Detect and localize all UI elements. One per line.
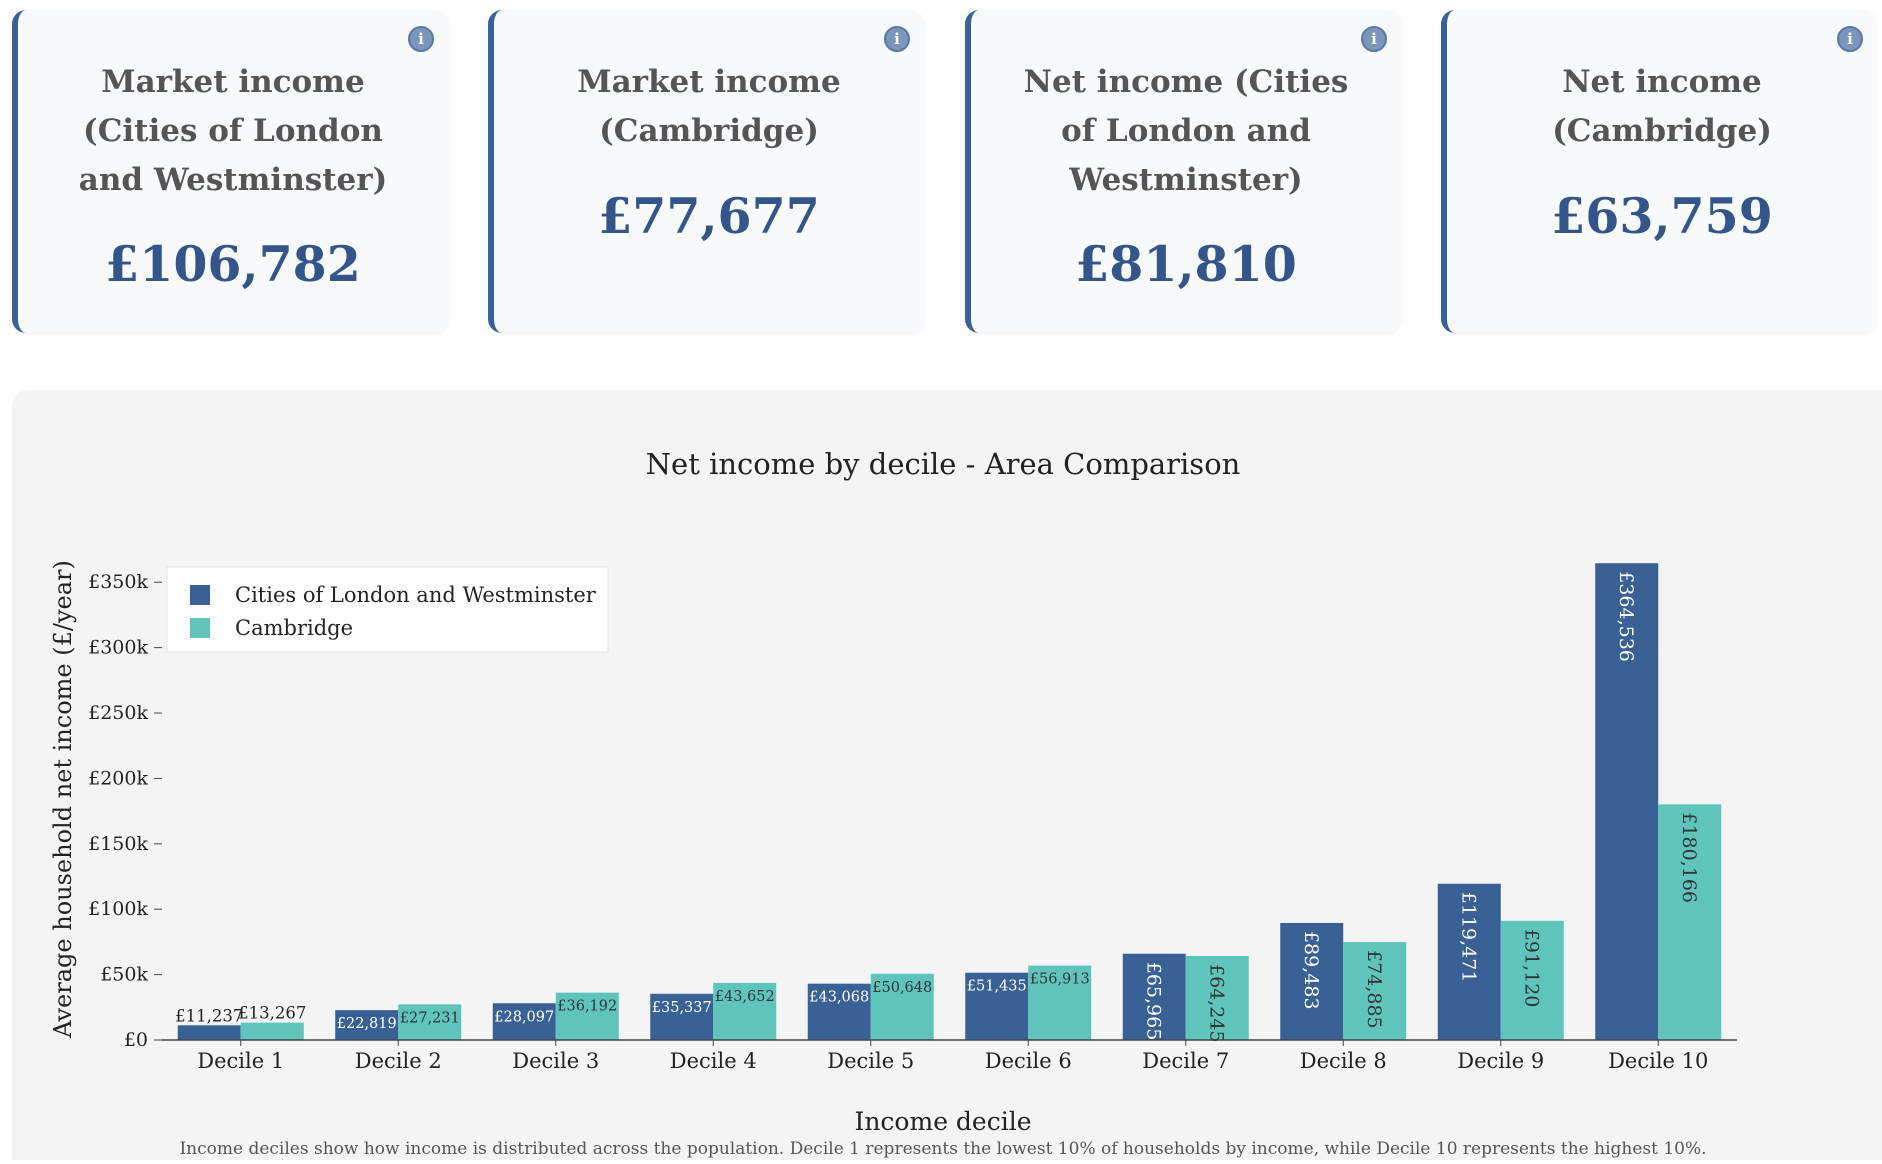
x-tick-label: Decile 9 <box>1457 1049 1544 1073</box>
x-tick-label: Decile 6 <box>985 1049 1072 1073</box>
chart-title: Net income by decile - Area Comparison <box>646 447 1241 481</box>
footnote: Income deciles show how income is distri… <box>179 1139 1706 1159</box>
bar-london-decile-9[interactable] <box>1437 883 1501 1040</box>
y-tick-label: £150k <box>88 833 148 855</box>
bar-london-decile-7[interactable] <box>1122 953 1186 1040</box>
info-icon[interactable]: i <box>884 26 910 52</box>
y-axis: £0 £50k £100k £150k £200k £250k £300k £350k <box>88 571 162 1051</box>
card-value: £81,810 <box>1075 235 1297 293</box>
bar-cambridge-decile-10[interactable] <box>1658 804 1722 1040</box>
bar-cambridge-decile-5[interactable] <box>870 973 934 1040</box>
summary-cards: i Market income (Cities of London and We… <box>0 0 1882 350</box>
card-value: £77,677 <box>598 187 820 245</box>
bar-value-label: £56,913 <box>1030 972 1090 988</box>
card-label: Net income (Cambridge) <box>1552 64 1772 149</box>
bar-london-decile-5[interactable] <box>807 983 871 1040</box>
bar-london-decile-10[interactable] <box>1595 563 1659 1040</box>
card-market-income-cambridge: i Market income (Cambridge) £77,677 <box>488 10 924 333</box>
legend-box <box>166 566 609 653</box>
bar-value-label: £91,120 <box>1520 929 1542 1008</box>
bar-value-label: £364,536 <box>1615 571 1637 662</box>
bar-cambridge-decile-4[interactable] <box>713 982 777 1040</box>
legend-swatch[interactable] <box>190 585 210 605</box>
x-tick-label: Decile 4 <box>670 1049 757 1073</box>
legend[interactable]: Cities of London and Westminster Cambridg… <box>166 566 609 653</box>
bar-value-label: £35,337 <box>652 1000 712 1016</box>
x-tick-label: Decile 10 <box>1608 1049 1708 1073</box>
legend-swatch[interactable] <box>190 618 210 638</box>
bar-cambridge-decile-8[interactable] <box>1343 942 1407 1040</box>
x-tick-label: Decile 1 <box>197 1049 284 1073</box>
x-tick-label: Decile 8 <box>1300 1049 1387 1073</box>
y-tick-label: £300k <box>88 637 148 659</box>
x-tick-label: Decile 3 <box>512 1049 599 1073</box>
bar-london-decile-6[interactable] <box>965 972 1029 1040</box>
bar-london-decile-3[interactable] <box>492 1003 556 1040</box>
info-icon[interactable]: i <box>1361 26 1387 52</box>
bar-value-label: £51,435 <box>967 979 1027 995</box>
x-axis: Decile 1 Decile 2 Decile 3 Decile 4 Decile 5… <box>197 1040 1708 1073</box>
x-tick-label: Decile 2 <box>355 1049 442 1073</box>
x-tick-label: Decile 5 <box>827 1049 914 1073</box>
bar-value-label: £43,652 <box>715 989 775 1005</box>
y-tick-label: £100k <box>88 898 148 920</box>
bar-value-label: £119,471 <box>1457 892 1479 983</box>
bar-value-label: £22,819 <box>337 1016 397 1032</box>
card-label: Net income (Cities of London and Westmin… <box>1023 64 1349 198</box>
bar-london-decile-4[interactable] <box>650 993 714 1040</box>
y-tick-label: £200k <box>88 767 148 789</box>
info-icon[interactable]: i <box>1837 26 1863 52</box>
legend-label[interactable]: Cambridge <box>235 616 353 640</box>
bar-cambridge-decile-6[interactable] <box>1028 965 1092 1040</box>
y-tick-label: £350k <box>88 571 148 593</box>
bar-cambridge-decile-1[interactable] <box>240 1022 304 1040</box>
x-tick-label: Decile 7 <box>1142 1049 1229 1073</box>
card-label: Market income (Cities of London and West… <box>78 64 388 198</box>
bars: £11,237£13,267 £22,819 £27,231 £28,097£36,1… <box>175 563 1722 1043</box>
y-axis-title: Average household net income (£/year) <box>49 560 77 1039</box>
chart-panel: Net income by decile - Area Comparison A… <box>12 390 1882 1160</box>
card-value: £106,782 <box>105 235 361 293</box>
card-value: £63,759 <box>1551 187 1773 245</box>
bar-cambridge-decile-2[interactable] <box>398 1004 462 1040</box>
bar-london-decile-8[interactable] <box>1280 922 1344 1040</box>
legend-label[interactable]: Cities of London and Westminster <box>235 583 597 607</box>
bar-london-decile-2[interactable] <box>335 1010 399 1040</box>
y-tick-label: £50k <box>100 964 148 986</box>
bar-value-label: £28,097 <box>494 1009 554 1025</box>
bar-value-label: £50,648 <box>872 980 932 996</box>
bar-cambridge-decile-7[interactable] <box>1185 955 1249 1040</box>
bar-value-label: £74,885 <box>1363 950 1385 1029</box>
bar-value-label: £64,245 <box>1205 964 1227 1043</box>
bar-value-label: £89,483 <box>1300 931 1322 1010</box>
card-net-income-london: i Net income (Cities of London and Westm… <box>965 10 1401 333</box>
bar-london-decile-1[interactable] <box>177 1025 241 1040</box>
bar-value-label: £65,965 <box>1142 962 1164 1041</box>
bar-value-label: £27,231 <box>400 1010 460 1026</box>
x-axis-title: Income decile <box>854 1107 1031 1136</box>
y-tick-label: £0 <box>124 1029 148 1051</box>
bar-value-label: £36,192 <box>557 999 617 1015</box>
bar-value-label: £11,237 <box>175 1006 243 1025</box>
y-tick-label: £250k <box>88 702 148 724</box>
bar-value-label: £180,166 <box>1678 812 1700 903</box>
info-icon[interactable]: i <box>408 26 434 52</box>
bar-value-label: £13,267 <box>238 1004 306 1023</box>
net-income-decile-chart: Net income by decile - Area Comparison A… <box>49 447 1737 1159</box>
bar-value-label: £43,068 <box>809 990 869 1006</box>
bar-cambridge-decile-9[interactable] <box>1500 920 1564 1040</box>
card-market-income-london: i Market income (Cities of London and We… <box>12 10 448 333</box>
bar-cambridge-decile-3[interactable] <box>555 992 619 1040</box>
card-net-income-cambridge: i Net income (Cambridge) £63,759 <box>1441 10 1877 333</box>
card-label: Market income (Cambridge) <box>577 64 841 149</box>
